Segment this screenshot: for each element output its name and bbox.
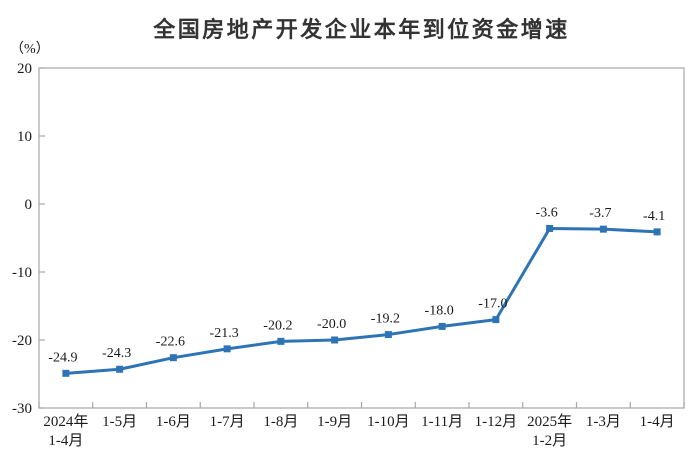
y-axis-tick-label: -10 — [12, 265, 32, 281]
x-axis-category-label: 1-9月 — [317, 414, 352, 430]
data-point-marker — [384, 331, 392, 339]
y-axis-tick-label: 20 — [17, 61, 32, 77]
y-axis-tick-label: 0 — [25, 197, 33, 213]
data-point-markers — [62, 224, 661, 377]
data-point-label: -3.7 — [589, 206, 611, 221]
data-point-label: -22.6 — [156, 335, 185, 350]
series-line — [64, 226, 659, 375]
data-point-marker — [62, 369, 70, 377]
y-axis-tick-label: -30 — [12, 401, 32, 417]
data-labels: -24.9 -24.3 -22.6 -21.3 -20.2 -20.0 -19.2 -18.0… — [48, 205, 665, 365]
data-point-marker — [169, 354, 177, 362]
x-axis-category-label: 1-7月 — [210, 414, 245, 430]
data-point-marker — [116, 365, 124, 373]
data-point-label: -17.0 — [478, 297, 507, 312]
data-point-label: -19.2 — [371, 312, 400, 327]
y-axis-tick-label: -20 — [12, 333, 32, 349]
x-axis-category-label: 1-4月 — [640, 414, 675, 430]
x-axis-category-label: 1-12月 — [475, 414, 518, 430]
data-point-marker — [277, 337, 285, 345]
data-point-label: -3.6 — [536, 205, 558, 220]
data-point-label: -18.0 — [425, 303, 454, 318]
x-axis-category-label: 1-8月 — [263, 414, 298, 430]
data-point-marker — [492, 316, 500, 324]
data-point-marker — [331, 336, 339, 344]
y-axis-unit-label: （%） — [10, 42, 50, 57]
chart-title: 全国房地产开发企业本年到位资金增速 — [153, 17, 570, 42]
data-point-marker — [438, 322, 446, 330]
data-point-marker — [546, 224, 554, 232]
x-axis-category-label: 1-6月 — [156, 414, 191, 430]
data-point-label: -21.3 — [210, 326, 239, 341]
data-point-label: -24.3 — [102, 346, 131, 361]
data-point-label: -4.1 — [643, 209, 665, 224]
data-point-label: -20.0 — [317, 317, 346, 332]
x-axis-category-label: 1-5月 — [102, 414, 137, 430]
x-axis-category-label: 1-10月 — [367, 414, 410, 430]
y-axis: 20 10 0 -10 -20 -30 — [12, 61, 45, 417]
data-point-marker — [653, 228, 661, 236]
plot-area-border — [38, 67, 685, 409]
data-point-label: -24.9 — [48, 350, 77, 365]
x-axis — [38, 402, 685, 408]
data-point-label: -20.2 — [263, 318, 292, 333]
x-axis-category-label: 2025年 1-2月 — [527, 413, 572, 449]
data-point-marker — [223, 345, 231, 353]
x-axis-category-label: 2024年 1-4月 — [43, 413, 88, 449]
x-axis-category-label: 1-11月 — [421, 414, 463, 430]
x-axis-category-label: 1-3月 — [586, 414, 621, 430]
data-point-marker — [599, 225, 607, 233]
y-axis-tick-label: 10 — [17, 129, 32, 145]
x-axis-labels: 2024年 1-4月 1-5月 1-6月 1-7月 1-8月 1-9月 1-10月 1-11月 1… — [43, 413, 674, 449]
